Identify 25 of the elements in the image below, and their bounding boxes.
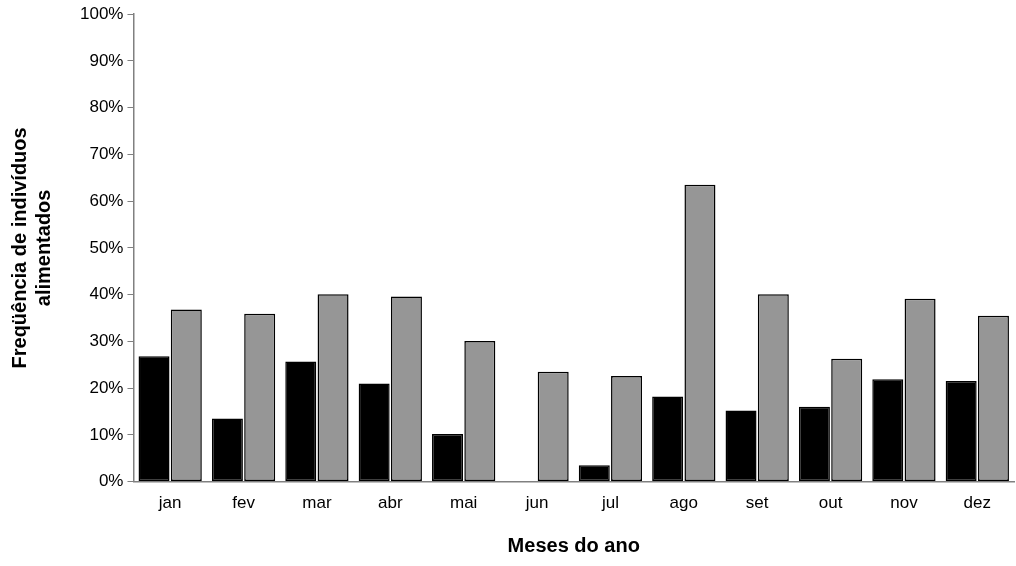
x-tick-label: mai: [449, 493, 478, 513]
y-tick-label: 0%: [98, 471, 124, 491]
x-tick-label: set: [745, 493, 769, 513]
x-tick-label: nov: [890, 493, 919, 513]
x-tick-label: dez: [963, 493, 992, 513]
y-tick-label: 10%: [89, 424, 124, 444]
y-tick-label: 70%: [89, 144, 124, 164]
y-tick-label: 50%: [89, 237, 124, 257]
y-axis-title: Freqüência de indivíduos alimentados: [7, 127, 54, 369]
x-tick-label: abr: [378, 493, 403, 513]
x-tick-label: jul: [600, 493, 619, 513]
x-tick-label: mar: [302, 493, 332, 513]
y-tick-label: 40%: [89, 284, 124, 304]
y-tick-label: 20%: [89, 377, 124, 397]
x-tick-label: jun: [524, 493, 549, 513]
y-tick-label: 90%: [89, 50, 124, 70]
x-axis-title: Meses do ano: [507, 533, 640, 556]
x-tick-label: jan: [157, 493, 182, 513]
x-tick-label: ago: [669, 493, 698, 513]
x-tick-label: out: [818, 493, 843, 513]
y-tick-label: 80%: [89, 97, 124, 117]
y-tick-label: 60%: [89, 190, 124, 210]
x-tick-label: fev: [232, 493, 256, 513]
y-tick-label: 100%: [80, 3, 124, 23]
y-tick-label: 30%: [89, 331, 124, 351]
